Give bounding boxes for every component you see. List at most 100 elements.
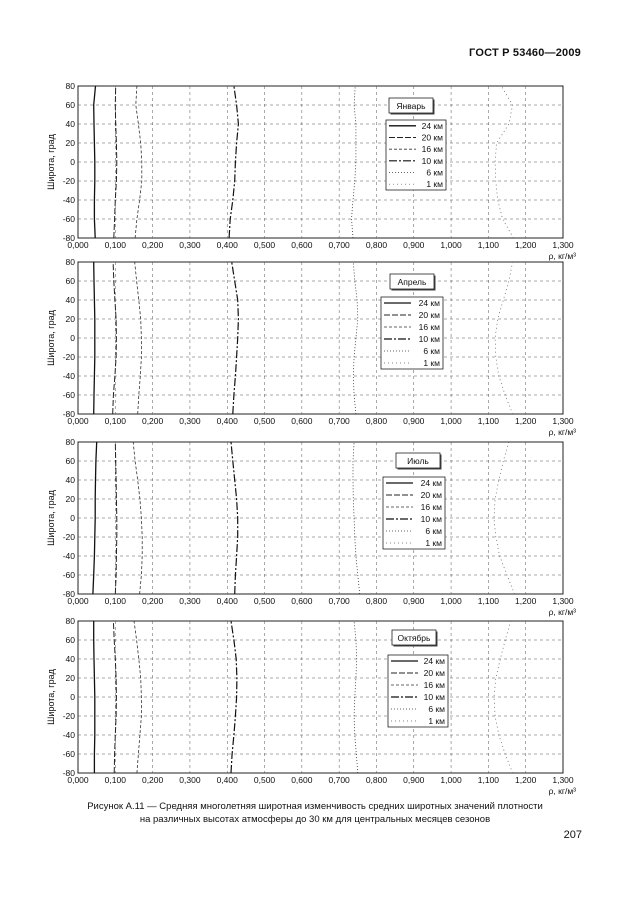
series-line-0 (93, 85, 97, 239)
series-line-4 (351, 85, 357, 239)
x-tick-label: 0,300 (179, 596, 201, 606)
x-axis-label: ρ, кг/м³ (549, 786, 577, 796)
series-line-5 (494, 85, 514, 239)
legend-entry: 20 км (424, 668, 446, 678)
season-label: Январь (396, 101, 426, 111)
legend-entry: 20 км (422, 133, 444, 143)
x-tick-label: 0,000 (67, 240, 89, 250)
y-tick-label: -80 (63, 409, 76, 419)
y-tick-label: 20 (66, 494, 76, 504)
x-tick-label: 0,600 (291, 240, 313, 250)
season-box (395, 452, 441, 469)
legend-entry: 16 км (422, 144, 444, 154)
series-line-2 (134, 85, 143, 239)
x-tick-label: 1,100 (478, 775, 500, 785)
season-label: Октябрь (398, 633, 432, 643)
series-line-2 (132, 441, 143, 595)
x-tick-label: 0,000 (67, 775, 89, 785)
legend-entry: 10 км (424, 692, 446, 702)
x-tick-label: 1,200 (515, 775, 537, 785)
y-tick-label: -40 (63, 371, 76, 381)
season-box (388, 97, 434, 114)
chart-panel-1: 80 60 40 20 0 -20 -40 -60 -800,000 0,100 0,200 0,30… (46, 257, 576, 437)
y-tick-label: 40 (66, 475, 76, 485)
x-tick-label: 1,100 (478, 416, 500, 426)
series-line-3 (230, 620, 238, 774)
x-tick-label: 0,300 (179, 416, 201, 426)
x-tick-label: 0,200 (142, 596, 164, 606)
legend-entry: 1 км (428, 716, 445, 726)
x-tick-label: 0,100 (105, 596, 127, 606)
legend-entry: 6 км (425, 526, 442, 536)
legend-entry: 1 км (423, 358, 440, 368)
x-tick-label: 0,900 (403, 775, 425, 785)
x-axis-label: ρ, кг/м³ (549, 251, 577, 261)
series-line-0 (92, 441, 98, 595)
y-tick-label: -20 (63, 532, 76, 542)
x-tick-label: 1,200 (515, 240, 537, 250)
x-tick-label: 1,000 (440, 240, 462, 250)
x-tick-label: 0,700 (329, 416, 351, 426)
y-tick-label: 20 (66, 138, 76, 148)
series-line-3 (228, 85, 240, 239)
x-tick-label: 0,800 (366, 240, 388, 250)
legend-entry: 6 км (423, 346, 440, 356)
x-tick-label: 1,000 (440, 416, 462, 426)
x-tick-label: 0,500 (254, 416, 276, 426)
x-tick-label: 0,500 (254, 240, 276, 250)
y-tick-label: 20 (66, 314, 76, 324)
y-axis-label: Широта, град (46, 489, 56, 545)
legend-entry: 24 км (421, 478, 443, 488)
x-tick-label: 0,700 (329, 596, 351, 606)
legend-entry: 16 км (424, 680, 446, 690)
x-tick-label: 0,800 (366, 596, 388, 606)
x-tick-label: 0,300 (179, 775, 201, 785)
series-line-1 (112, 261, 117, 415)
y-axis-label: Широта, град (46, 133, 56, 189)
x-tick-label: 0,500 (254, 775, 276, 785)
legend-entry: 1 км (426, 179, 443, 189)
legend-entry: 16 км (421, 502, 443, 512)
x-tick-label: 0,400 (217, 775, 239, 785)
x-tick-label: 1,300 (552, 416, 574, 426)
x-tick-label: 1,100 (478, 240, 500, 250)
caption-line-1: Рисунок А.11 — Средняя многолетняя широт… (87, 801, 543, 812)
legend-box (387, 654, 449, 728)
series-line-3 (231, 261, 240, 415)
series-line-4 (353, 620, 359, 774)
series-line-0 (93, 621, 96, 773)
legend-box (380, 296, 444, 370)
x-axis-label: ρ, кг/м³ (549, 427, 577, 437)
season-label: Апрель (398, 277, 427, 287)
legend-entry: 10 км (419, 334, 441, 344)
x-tick-label: 0,100 (105, 416, 127, 426)
legend-entry: 20 км (421, 490, 443, 500)
series-line-2 (134, 261, 142, 415)
x-tick-label: 0,300 (179, 240, 201, 250)
x-tick-label: 0,200 (142, 775, 164, 785)
y-tick-label: 60 (66, 635, 76, 645)
x-tick-label: 0,000 (67, 596, 89, 606)
x-tick-label: 1,200 (515, 416, 537, 426)
x-tick-label: 0,900 (403, 240, 425, 250)
y-tick-label: 0 (70, 692, 75, 702)
y-tick-label: -40 (63, 551, 76, 561)
x-tick-label: 0,400 (217, 416, 239, 426)
x-tick-label: 0,100 (105, 775, 127, 785)
y-tick-label: -80 (63, 589, 76, 599)
series-line-3 (230, 441, 239, 595)
legend-entry: 6 км (428, 704, 445, 714)
x-tick-label: 1,300 (552, 775, 574, 785)
series-line-1 (113, 85, 118, 239)
y-tick-label: 60 (66, 276, 76, 286)
season-box (389, 273, 435, 290)
y-tick-label: -60 (63, 390, 76, 400)
y-tick-label: 40 (66, 295, 76, 305)
x-tick-label: 0,600 (291, 416, 313, 426)
legend-entry: 1 км (425, 538, 442, 548)
x-tick-label: 0,200 (142, 240, 164, 250)
chart-panel-2: 80 60 40 20 0 -20 -40 -60 -800,000 0,100 0,200 0,30… (46, 437, 576, 617)
x-tick-label: 0,400 (217, 596, 239, 606)
page-number: 207 (563, 829, 582, 841)
y-tick-label: 80 (66, 257, 76, 267)
